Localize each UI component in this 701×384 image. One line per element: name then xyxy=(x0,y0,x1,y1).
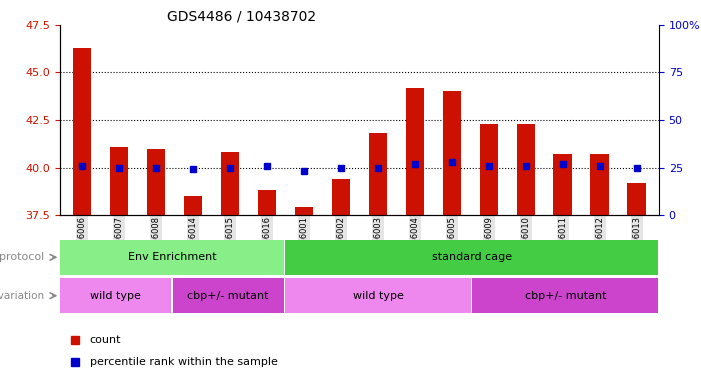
Bar xyxy=(285,240,658,275)
Bar xyxy=(405,88,424,215)
Bar xyxy=(554,154,572,215)
Bar xyxy=(479,124,498,215)
Bar xyxy=(60,278,171,313)
Bar xyxy=(590,154,609,215)
Bar xyxy=(627,183,646,215)
Bar xyxy=(257,190,276,215)
Bar xyxy=(442,91,461,215)
Text: wild type: wild type xyxy=(90,291,141,301)
Bar xyxy=(147,149,165,215)
Bar xyxy=(472,278,658,313)
Bar xyxy=(60,240,284,275)
Text: wild type: wild type xyxy=(353,291,404,301)
Bar xyxy=(109,147,128,215)
Bar xyxy=(332,179,350,215)
Bar xyxy=(517,124,535,215)
Text: cbp+/- mutant: cbp+/- mutant xyxy=(524,291,606,301)
Text: cbp+/- mutant: cbp+/- mutant xyxy=(187,291,269,301)
Bar xyxy=(294,207,313,215)
Bar xyxy=(184,196,202,215)
Text: Env Enrichment: Env Enrichment xyxy=(128,252,217,262)
Text: protocol: protocol xyxy=(0,252,45,262)
Text: percentile rank within the sample: percentile rank within the sample xyxy=(90,358,278,367)
Text: standard cage: standard cage xyxy=(432,252,512,262)
Bar xyxy=(72,48,91,215)
Bar xyxy=(369,133,387,215)
Text: genotype/variation: genotype/variation xyxy=(0,291,45,301)
Bar xyxy=(221,152,239,215)
Text: count: count xyxy=(90,335,121,345)
Text: GDS4486 / 10438702: GDS4486 / 10438702 xyxy=(168,10,317,24)
Bar xyxy=(172,278,284,313)
Bar xyxy=(285,278,471,313)
